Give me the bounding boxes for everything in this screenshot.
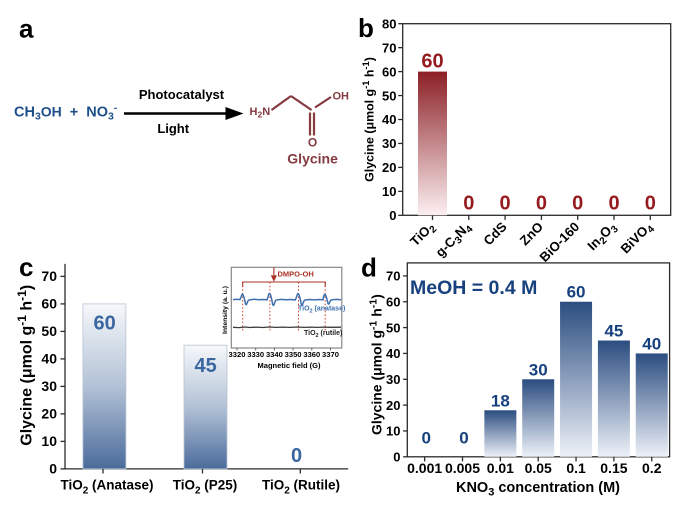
- svg-text:70: 70: [382, 40, 396, 55]
- svg-text:30: 30: [386, 372, 400, 387]
- svg-text:60: 60: [93, 313, 115, 335]
- svg-text:KNO3 concentration (M): KNO3 concentration (M): [456, 480, 620, 499]
- svg-text:O: O: [308, 136, 317, 150]
- svg-text:60: 60: [421, 51, 443, 73]
- svg-text:3320: 3320: [229, 350, 246, 359]
- svg-text:0: 0: [421, 429, 430, 448]
- svg-text:3350: 3350: [285, 350, 302, 359]
- svg-text:0.1: 0.1: [566, 460, 586, 476]
- svg-text:TiO2 (P25): TiO2 (P25): [173, 478, 238, 497]
- svg-text:TiO2 (Anatase): TiO2 (Anatase): [60, 478, 153, 497]
- svg-text:20: 20: [386, 398, 400, 413]
- svg-text:0.2: 0.2: [642, 460, 662, 476]
- svg-text:g-C3N4: g-C3N4: [433, 219, 476, 262]
- svg-text:0.005: 0.005: [445, 460, 480, 476]
- svg-text:70: 70: [41, 268, 57, 284]
- svg-text:0: 0: [389, 208, 396, 223]
- svg-text:18: 18: [491, 391, 510, 410]
- svg-text:10: 10: [386, 424, 400, 439]
- svg-text:BiVO4: BiVO4: [618, 219, 658, 259]
- svg-text:50: 50: [386, 320, 400, 335]
- svg-text:0.15: 0.15: [600, 460, 627, 476]
- svg-text:3360: 3360: [303, 350, 320, 359]
- svg-text:TiO2 (anatase): TiO2 (anatase): [298, 306, 345, 315]
- svg-text:70: 70: [386, 269, 400, 284]
- svg-text:Glycine: Glycine: [287, 151, 338, 167]
- svg-text:0: 0: [500, 193, 511, 215]
- svg-text:50: 50: [41, 323, 57, 339]
- svg-text:0: 0: [459, 429, 468, 448]
- svg-text:30: 30: [382, 136, 396, 151]
- svg-text:0.001: 0.001: [407, 460, 442, 476]
- svg-text:0: 0: [49, 461, 57, 477]
- svg-text:20: 20: [382, 160, 396, 175]
- svg-text:30: 30: [529, 360, 548, 379]
- svg-text:TiO2 (Rutile): TiO2 (Rutile): [262, 478, 340, 497]
- svg-text:3340: 3340: [266, 350, 283, 359]
- svg-text:40: 40: [642, 334, 661, 353]
- svg-text:60: 60: [41, 296, 57, 312]
- svg-text:60: 60: [567, 283, 586, 302]
- svg-text:0.01: 0.01: [487, 460, 514, 476]
- svg-text:45: 45: [194, 355, 216, 377]
- svg-text:45: 45: [604, 322, 623, 341]
- svg-text:a: a: [19, 14, 34, 44]
- svg-text:0: 0: [608, 193, 619, 215]
- svg-text:0: 0: [393, 450, 400, 465]
- svg-text:10: 10: [382, 184, 396, 199]
- svg-text:60: 60: [382, 64, 396, 79]
- svg-text:0.05: 0.05: [525, 460, 552, 476]
- svg-text:0: 0: [536, 193, 547, 215]
- svg-text:40: 40: [382, 112, 396, 127]
- svg-text:Glycine (μmol g-1 h-1): Glycine (μmol g-1 h-1): [361, 57, 376, 182]
- svg-text:10: 10: [41, 433, 57, 449]
- svg-text:60: 60: [386, 294, 400, 309]
- svg-text:b: b: [358, 13, 374, 43]
- svg-text:c: c: [19, 252, 33, 282]
- svg-text:MeOH = 0.4 M: MeOH = 0.4 M: [410, 277, 537, 299]
- svg-text:0: 0: [291, 445, 302, 467]
- svg-text:Glycine (μmol g-1 h-1): Glycine (μmol g-1 h-1): [368, 294, 385, 435]
- svg-text:50: 50: [382, 88, 396, 103]
- svg-text:40: 40: [41, 351, 57, 367]
- svg-text:0: 0: [645, 193, 656, 215]
- svg-text:BiO-160: BiO-160: [536, 219, 582, 265]
- svg-text:80: 80: [382, 16, 396, 31]
- svg-text:0: 0: [572, 193, 583, 215]
- svg-text:20: 20: [41, 406, 57, 422]
- svg-text:30: 30: [41, 378, 57, 394]
- svg-text:Glycine (μmol g-1 h-1): Glycine (μmol g-1 h-1): [15, 285, 36, 446]
- svg-text:Magnetic field (G): Magnetic field (G): [258, 361, 321, 370]
- svg-text:In2O3: In2O3: [584, 219, 621, 256]
- svg-text:40: 40: [386, 346, 400, 361]
- svg-text:Photocatalyst: Photocatalyst: [139, 87, 225, 102]
- svg-text:d: d: [361, 253, 377, 283]
- svg-text:CdS: CdS: [480, 219, 509, 248]
- svg-text:OH: OH: [333, 91, 350, 103]
- svg-text:CH3OH+NO3-: CH3OH + NO3-: [14, 103, 117, 123]
- svg-text:Intensity (a. u.): Intensity (a. u.): [222, 286, 229, 334]
- svg-text:0: 0: [463, 193, 474, 215]
- svg-text:ZnO: ZnO: [517, 219, 546, 248]
- svg-text:3370: 3370: [322, 350, 339, 359]
- svg-text:DMPO-OH: DMPO-OH: [278, 269, 314, 278]
- svg-text:Light: Light: [157, 121, 189, 136]
- svg-text:H2N: H2N: [250, 106, 271, 120]
- svg-text:3330: 3330: [247, 350, 264, 359]
- svg-text:TiO2 (rutile): TiO2 (rutile): [304, 330, 342, 339]
